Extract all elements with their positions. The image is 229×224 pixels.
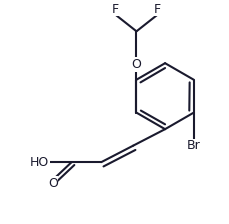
Text: O: O — [131, 58, 142, 71]
Text: O: O — [48, 177, 58, 190]
Text: Br: Br — [187, 139, 201, 152]
Text: F: F — [112, 3, 119, 16]
Text: F: F — [154, 3, 161, 16]
Text: HO: HO — [30, 156, 49, 169]
